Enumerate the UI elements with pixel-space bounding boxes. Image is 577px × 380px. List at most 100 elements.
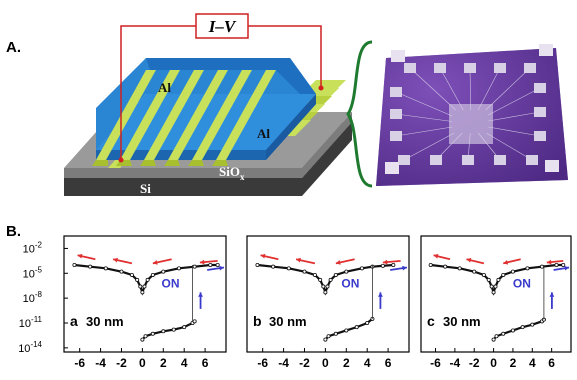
x-tick-label: -6 (257, 356, 268, 370)
data-point (321, 284, 326, 289)
data-point (142, 284, 147, 289)
al-label-right: Al (257, 126, 270, 141)
iv-curve-0 (74, 263, 218, 296)
curly-brace (346, 40, 373, 188)
x-tick-label: 0 (139, 356, 146, 370)
data-point (161, 329, 166, 334)
chip-trace (488, 87, 541, 116)
data-point (138, 284, 143, 289)
x-tick-label: -2 (116, 356, 127, 370)
x-tick-label: -4 (450, 356, 461, 370)
panel-b-label: B. (6, 223, 21, 240)
sweep-arrow-blue-head (219, 265, 224, 271)
wire-contact (318, 85, 324, 91)
data-point (486, 277, 491, 282)
data-point (501, 331, 506, 336)
data-point (491, 290, 496, 295)
data-point (323, 290, 328, 295)
iv-box (195, 13, 249, 39)
top-electrode (192, 70, 252, 160)
data-point (554, 262, 559, 267)
iv-wire-left (120, 25, 196, 160)
data-point (365, 320, 370, 325)
data-point (457, 266, 462, 271)
panel-letter: b (253, 313, 262, 329)
data-point (192, 319, 197, 324)
sweep-arrow-blue-head (564, 265, 570, 271)
y-tick-label: 10-2 (23, 240, 43, 255)
data-point (129, 272, 134, 277)
sweep-arrow-red-head (382, 259, 388, 265)
data-point (525, 266, 530, 271)
data-point (286, 266, 291, 271)
data-point (145, 277, 150, 282)
iv-curve-1 (324, 317, 374, 341)
chip-trace (467, 132, 471, 161)
chip-traces (395, 67, 541, 161)
chip-photo (376, 44, 568, 186)
x-tick-label: 2 (343, 356, 350, 370)
data-point (208, 262, 213, 267)
chip-crossbar (449, 104, 493, 144)
data-point (354, 325, 359, 330)
sweep-arrow-red-head (260, 253, 266, 259)
data-point (182, 325, 187, 330)
data-point (325, 284, 330, 289)
data-point (150, 272, 155, 277)
sweep-arrow-red-head (77, 253, 83, 259)
panel-letter: c (427, 313, 435, 329)
x-tick-label: -2 (469, 356, 480, 370)
data-point (493, 284, 498, 289)
sweep-arrow-red-head (503, 259, 509, 265)
data-point (88, 264, 93, 269)
on-arrow-blue-head (198, 292, 203, 297)
data-point (143, 334, 148, 339)
top-electrode-foot (92, 160, 108, 166)
data-point (192, 264, 197, 269)
data-point (344, 269, 349, 274)
chip-corner-pad (539, 44, 553, 56)
data-point (326, 334, 331, 339)
siox-layer (64, 112, 352, 178)
sweep-arrow-red-head (335, 260, 341, 265)
thickness-label: 30 nm (443, 314, 481, 329)
y-tick-label: 10-11 (19, 315, 43, 330)
panel-a-label: A. (6, 39, 21, 56)
sweep-arrow-red-head (152, 260, 158, 265)
data-point (171, 327, 176, 332)
y-tick-label: 10-5 (23, 265, 43, 280)
plot-frame (420, 235, 572, 353)
data-point (510, 269, 515, 274)
x-tick-label: 4 (181, 356, 188, 370)
data-point (520, 325, 525, 330)
data-point (318, 277, 323, 282)
data-point (323, 337, 328, 342)
blue-layer-edge (266, 94, 316, 160)
panel-letter: a (70, 313, 78, 329)
data-point (359, 266, 364, 271)
x-tick-label: -4 (278, 356, 289, 370)
on-label: ON (513, 276, 531, 290)
y-tick-label: 10-14 (18, 340, 42, 355)
data-point (333, 331, 338, 336)
si-substrate (64, 122, 352, 196)
data-point (491, 337, 496, 342)
on-arrow-blue-head (378, 292, 383, 297)
iv-curve-0 (430, 263, 564, 296)
chip-trace (409, 67, 456, 111)
top-electrode-foot (164, 160, 180, 166)
y-tick-label: 10-8 (23, 290, 43, 305)
chip-trace (395, 91, 453, 117)
top-electrode (216, 70, 276, 160)
data-point (150, 331, 155, 336)
data-point (215, 262, 220, 267)
chip-trace (435, 132, 463, 161)
data-point (489, 284, 494, 289)
on-label: ON (162, 276, 180, 290)
chip-trace (488, 126, 541, 137)
chip-trace (439, 67, 464, 111)
x-tick-label: -6 (430, 356, 441, 370)
plot-frame (63, 235, 227, 353)
sweep-arrow-red-head (199, 259, 205, 265)
